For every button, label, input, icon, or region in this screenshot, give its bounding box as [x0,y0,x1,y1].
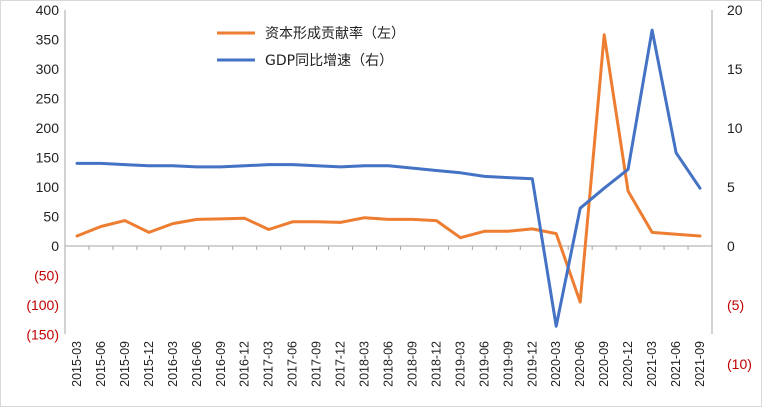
x-tick-label: 2021-09 [693,341,707,387]
right-tick-label: (10) [727,356,752,372]
series-lines [75,28,702,328]
legend-label: 资本形成贡献率（左） [265,25,405,42]
legend: 资本形成贡献率（左） GDP同比增速（右） [217,25,405,69]
x-tick-label: 2015-03 [70,341,84,387]
x-tick-label: 2020-09 [597,341,611,387]
right-axis-ticks: 20 15 10 5 0 (5) (10) [727,2,752,372]
left-tick-label: 150 [36,150,60,166]
x-tick-label: 2021-03 [645,341,659,387]
x-tick-label: 2021-06 [669,341,683,387]
left-tick-label: (50) [34,268,59,284]
left-tick-label: 50 [43,209,59,225]
left-tick-label: 300 [36,61,60,77]
capital-formation-line [75,33,702,304]
x-tick-label: 2020-12 [621,341,635,387]
x-tick-label: 2016-03 [166,341,180,387]
left-tick-label: (100) [26,297,59,313]
x-tick-label: 2016-12 [238,341,252,387]
x-tick-label: 2017-03 [262,341,276,387]
x-tick-label: 2017-06 [286,341,300,387]
x-tick-label: 2020-06 [573,341,587,387]
left-tick-label: (150) [26,327,59,343]
left-tick-label: 250 [36,91,60,107]
x-tick-label: 2019-12 [525,341,539,387]
x-tick-label: 2019-03 [453,341,467,387]
right-tick-label: 15 [727,61,743,77]
right-tick-label: 5 [727,179,735,195]
x-tick-label: 2017-09 [310,341,324,387]
x-tick-label: 2016-09 [214,341,228,387]
axes [64,10,713,334]
right-tick-label: 10 [727,120,743,136]
gdp-growth-line [75,28,702,328]
left-tick-label: 200 [36,120,60,136]
x-tick-label: 2015-12 [142,341,156,387]
right-tick-label: 20 [727,2,743,18]
x-tick-label: 2016-06 [190,341,204,387]
x-tick-label: 2015-06 [94,341,108,387]
x-tick-label: 2018-06 [382,341,396,387]
x-tick-label: 2020-03 [549,341,563,387]
x-axis-ticks: 2015-03 2015-06 2015-09 2015-12 2016-03 2016-… [64,246,713,387]
x-tick-label: 2017-12 [334,341,348,387]
x-tick-label: 2018-03 [358,341,372,387]
x-tick-label: 2015-09 [118,341,132,387]
x-tick-label: 2019-06 [477,341,491,387]
legend-label: GDP同比增速（右） [265,53,393,69]
left-tick-label: 100 [36,179,60,195]
x-tick-label: 2018-09 [405,341,419,387]
x-tick-label: 2018-12 [429,341,443,387]
right-tick-label: 0 [727,238,735,254]
left-tick-label: 400 [36,2,60,18]
left-tick-label: 0 [51,238,59,254]
x-tick-label: 2019-09 [501,341,515,387]
right-tick-label: (5) [727,297,744,313]
left-tick-label: 350 [36,32,60,48]
left-axis-ticks: 400 350 300 250 200 150 100 50 0 (50) (100) (150) [26,2,59,343]
